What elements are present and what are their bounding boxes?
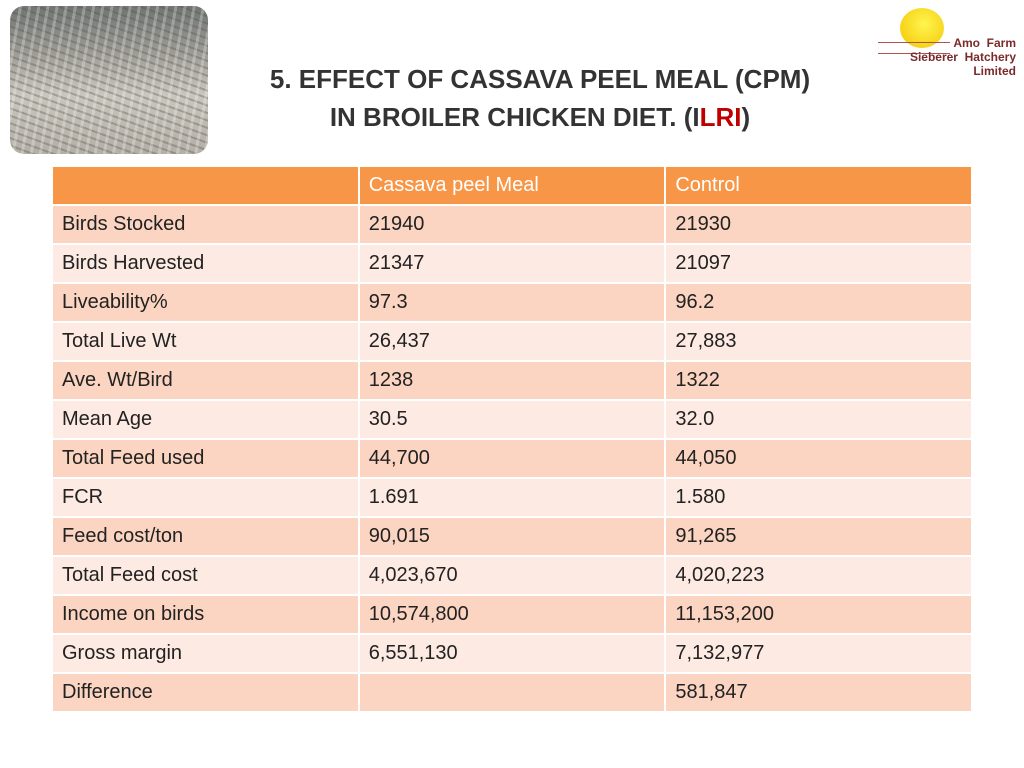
table-row: Difference 581,847 (51, 672, 973, 713)
value-cell: 26,437 (357, 321, 667, 362)
row-label: Income on birds (51, 594, 360, 635)
table-row: Total Feed cost 4,023,670 4,020,223 (51, 555, 973, 596)
header-row: Cassava peel Meal Control (51, 165, 973, 206)
title-line: 5. EFFECT OF CASSAVA PEEL MEAL (CPM) (269, 64, 811, 94)
value-cell: 1.691 (357, 477, 667, 518)
header-cell (51, 165, 360, 206)
logo-text: Limited (973, 64, 1016, 78)
table-row: Feed cost/ton 90,015 91,265 (51, 516, 973, 557)
table-row: Total Feed used 44,700 44,050 (51, 438, 973, 479)
value-cell: 91,265 (664, 516, 973, 557)
value-cell: 1238 (357, 360, 667, 401)
table-row: Income on birds 10,574,800 11,153,200 (51, 594, 973, 635)
value-cell: 21097 (664, 243, 973, 284)
logo-chick (900, 8, 944, 48)
row-label: FCR (51, 477, 360, 518)
data-table: Cassava peel Meal Control Birds Stocked 219… (51, 165, 973, 713)
title-highlight: LRI (699, 102, 742, 132)
value-cell: 6,551,130 (357, 633, 667, 674)
value-cell: 21347 (357, 243, 667, 284)
value-cell: 96.2 (664, 282, 973, 323)
table-row: Gross margin 6,551,130 7,132,977 (51, 633, 973, 674)
value-cell: 10,574,800 (357, 594, 667, 635)
value-cell: 27,883 (664, 321, 973, 362)
slide-title: 5. EFFECT OF CASSAVA PEEL MEAL (CPM) IN … (220, 60, 860, 136)
value-cell (357, 672, 667, 713)
table-row: Ave. Wt/Bird 1238 1322 (51, 360, 973, 401)
row-label: Total Feed used (51, 438, 360, 479)
row-label: Gross margin (51, 633, 360, 674)
value-cell: 32.0 (664, 399, 973, 440)
value-cell: 7,132,977 (664, 633, 973, 674)
table-row: Total Live Wt 26,437 27,883 (51, 321, 973, 362)
value-cell: 21930 (664, 204, 973, 245)
row-label: Total Feed cost (51, 555, 360, 596)
row-label: Total Live Wt (51, 321, 360, 362)
row-label: Ave. Wt/Bird (51, 360, 360, 401)
value-cell: 1322 (664, 360, 973, 401)
table-row: Birds Stocked 21940 21930 (51, 204, 973, 245)
value-cell: 44,700 (357, 438, 667, 479)
value-cell: 4,023,670 (357, 555, 667, 596)
table-row: FCR 1.691 1.580 (51, 477, 973, 518)
row-label: Birds Harvested (51, 243, 360, 284)
row-label: Birds Stocked (51, 204, 360, 245)
title-text: ) (741, 102, 751, 132)
title-line: IN BROILER CHICKEN DIET. (ILRI) (220, 98, 860, 136)
value-cell: 11,153,200 (664, 594, 973, 635)
value-cell: 97.3 (357, 282, 667, 323)
table-row: Mean Age 30.5 32.0 (51, 399, 973, 440)
logo: Amo Farm Sieberer Hatchery Limited (876, 4, 1020, 80)
table-row: Birds Harvested 21347 21097 (51, 243, 973, 284)
value-cell: 4,020,223 (664, 555, 973, 596)
value-cell: 30.5 (357, 399, 667, 440)
value-cell: 581,847 (664, 672, 973, 713)
row-label: Liveability% (51, 282, 360, 323)
value-cell: 44,050 (664, 438, 973, 479)
logo-text: Amo Farm (953, 36, 1016, 50)
logo-lines (878, 42, 950, 54)
value-cell: 21940 (357, 204, 667, 245)
header-cell: Control (664, 165, 973, 206)
logo-text: Sieberer Hatchery (909, 50, 1016, 64)
value-cell: 1.580 (664, 477, 973, 518)
row-label: Mean Age (51, 399, 360, 440)
value-cell: 90,015 (357, 516, 667, 557)
header-cell: Cassava peel Meal (357, 165, 667, 206)
table-body: Cassava peel Meal Control Birds Stocked 219… (51, 165, 973, 713)
row-label: Difference (51, 672, 360, 713)
title-text: IN BROILER CHICKEN DIET. (I (329, 102, 700, 132)
table-row: Liveability% 97.3 96.2 (51, 282, 973, 323)
farm-photo (10, 6, 208, 154)
row-label: Feed cost/ton (51, 516, 360, 557)
